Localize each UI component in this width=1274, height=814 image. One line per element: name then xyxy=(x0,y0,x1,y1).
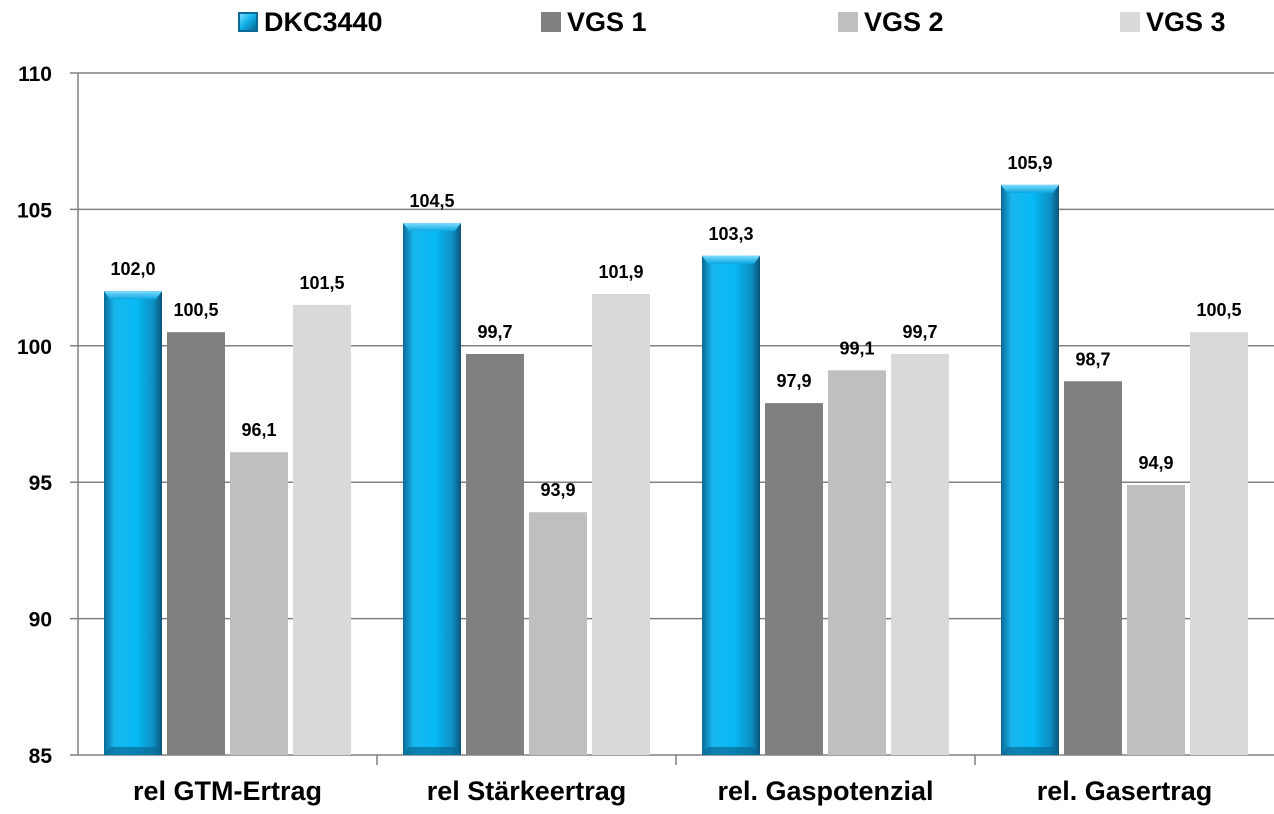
legend-label: DKC3440 xyxy=(264,6,383,37)
bar-dkc3440 xyxy=(403,223,461,756)
bar-bevel-bottom xyxy=(1001,747,1059,755)
x-category-label: rel. Gaspotenzial xyxy=(717,776,933,806)
bar-vgs-2 xyxy=(828,370,886,755)
y-tick-label: 85 xyxy=(29,745,53,768)
data-label: 104,5 xyxy=(409,191,454,211)
data-label: 99,7 xyxy=(902,322,937,342)
data-label: 105,9 xyxy=(1007,153,1052,173)
x-category-label: rel. Gasertrag xyxy=(1037,776,1213,806)
bar-bevel-top xyxy=(1001,184,1059,193)
legend-item: VGS 1 xyxy=(541,6,647,38)
data-label: 96,1 xyxy=(241,420,276,440)
x-category-label: rel GTM-Ertrag xyxy=(133,776,322,806)
bar-bevel-top xyxy=(403,223,461,232)
legend-swatch xyxy=(238,12,258,32)
legend-swatch xyxy=(1120,12,1140,32)
legend-swatch xyxy=(541,12,561,32)
bar-vgs-3 xyxy=(592,293,650,755)
bar-vgs-2 xyxy=(230,452,288,755)
y-tick-label: 110 xyxy=(18,63,52,86)
bar-dkc3440 xyxy=(104,291,162,755)
data-label: 97,9 xyxy=(776,371,811,391)
bar-vgs-3 xyxy=(1190,332,1248,755)
legend-label: VGS 2 xyxy=(864,6,944,37)
data-label: 94,9 xyxy=(1138,453,1173,473)
bar-vgs-2 xyxy=(529,512,587,755)
data-label: 103,3 xyxy=(708,224,753,244)
data-label: 101,9 xyxy=(598,262,643,282)
legend-item: VGS 3 xyxy=(1120,6,1226,38)
chart-legend: DKC3440 VGS 1 VGS 2 VGS 3 xyxy=(0,6,1274,38)
data-label: 101,5 xyxy=(299,273,344,293)
y-tick-label: 105 xyxy=(17,199,52,222)
x-category-label: rel Stärkeertrag xyxy=(427,776,627,806)
bar-vgs-2 xyxy=(1127,484,1185,755)
data-label: 99,1 xyxy=(839,338,874,358)
legend-item: VGS 2 xyxy=(838,6,944,38)
y-tick-label: 90 xyxy=(29,609,52,632)
y-tick-label: 100 xyxy=(17,336,52,359)
legend-label: VGS 1 xyxy=(567,6,647,37)
legend-item: DKC3440 xyxy=(238,6,383,38)
data-label: 100,5 xyxy=(1196,300,1241,320)
data-label: 100,5 xyxy=(173,300,218,320)
y-tick-label: 95 xyxy=(29,472,53,495)
bar-bevel-top xyxy=(702,255,760,264)
data-label: 102,0 xyxy=(110,259,155,279)
bar-vgs-1 xyxy=(466,353,524,755)
legend-label: VGS 3 xyxy=(1146,6,1226,37)
bar-vgs-3 xyxy=(293,304,351,755)
legend-swatch xyxy=(838,12,858,32)
bar-vgs-3 xyxy=(891,353,949,755)
data-label: 98,7 xyxy=(1075,349,1110,369)
bar-vgs-1 xyxy=(765,403,823,755)
bar-bevel-bottom xyxy=(403,747,461,755)
bar-vgs-1 xyxy=(167,332,225,755)
bar-bevel-bottom xyxy=(104,747,162,755)
data-label: 99,7 xyxy=(477,322,512,342)
bar-bevel-top xyxy=(104,291,162,300)
bar-vgs-1 xyxy=(1064,381,1122,755)
bar-dkc3440 xyxy=(1001,184,1059,755)
bar-bevel-bottom xyxy=(702,747,760,755)
bar-dkc3440 xyxy=(702,255,760,755)
data-label: 93,9 xyxy=(540,480,575,500)
